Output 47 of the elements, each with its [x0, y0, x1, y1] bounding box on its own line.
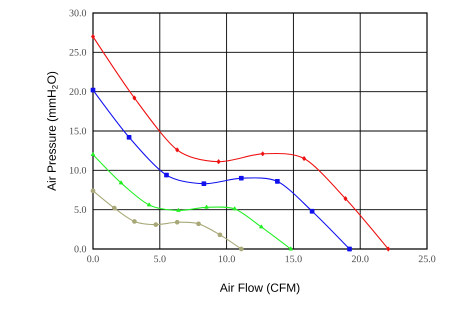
point: [238, 176, 244, 181]
y-tick-label: 25.0: [69, 48, 86, 56]
point: [118, 180, 124, 184]
point: [91, 34, 95, 39]
point: [218, 232, 222, 238]
point: [90, 188, 96, 194]
point: [260, 151, 265, 156]
x-axis-title: Air Flow (CFM): [220, 283, 300, 294]
point: [132, 96, 136, 100]
point: [310, 208, 314, 214]
y-tick-label: 0.0: [74, 246, 86, 252]
point: [232, 206, 237, 210]
point: [386, 246, 390, 252]
x-tick-label: 5.0: [154, 256, 166, 262]
point: [176, 208, 181, 212]
x-tick-label: 15.0: [286, 256, 302, 262]
point: [275, 179, 280, 184]
point: [174, 220, 180, 225]
y-tick-label: 30.0: [70, 10, 86, 16]
point: [204, 204, 209, 209]
point: [302, 156, 306, 161]
point: [344, 196, 348, 201]
point: [90, 88, 96, 92]
y-tick-label: 5.0: [74, 206, 86, 214]
y-tick-label: 15.0: [70, 128, 86, 134]
x-tick-label: 25.0: [418, 256, 436, 262]
y-axis-title: Air Pressure (mmH$_{2}$O): [47, 72, 58, 191]
x-tick-label: 10.0: [218, 256, 235, 262]
point: [90, 152, 96, 156]
point: [196, 221, 201, 226]
point: [238, 246, 244, 252]
point: [112, 206, 117, 210]
point: [132, 219, 137, 224]
point: [153, 222, 158, 227]
y-tick-label: 10.0: [70, 166, 86, 174]
point: [288, 246, 293, 250]
x-tick-label: 0.0: [87, 256, 99, 262]
point: [259, 224, 264, 228]
x-tick-label: 20.0: [352, 256, 369, 262]
point: [175, 148, 180, 152]
point: [347, 246, 352, 252]
point: [126, 134, 132, 140]
y-tick-label: 20.0: [69, 88, 86, 96]
point: [164, 172, 169, 178]
point: [147, 202, 152, 206]
point: [202, 181, 206, 186]
point: [216, 159, 220, 164]
